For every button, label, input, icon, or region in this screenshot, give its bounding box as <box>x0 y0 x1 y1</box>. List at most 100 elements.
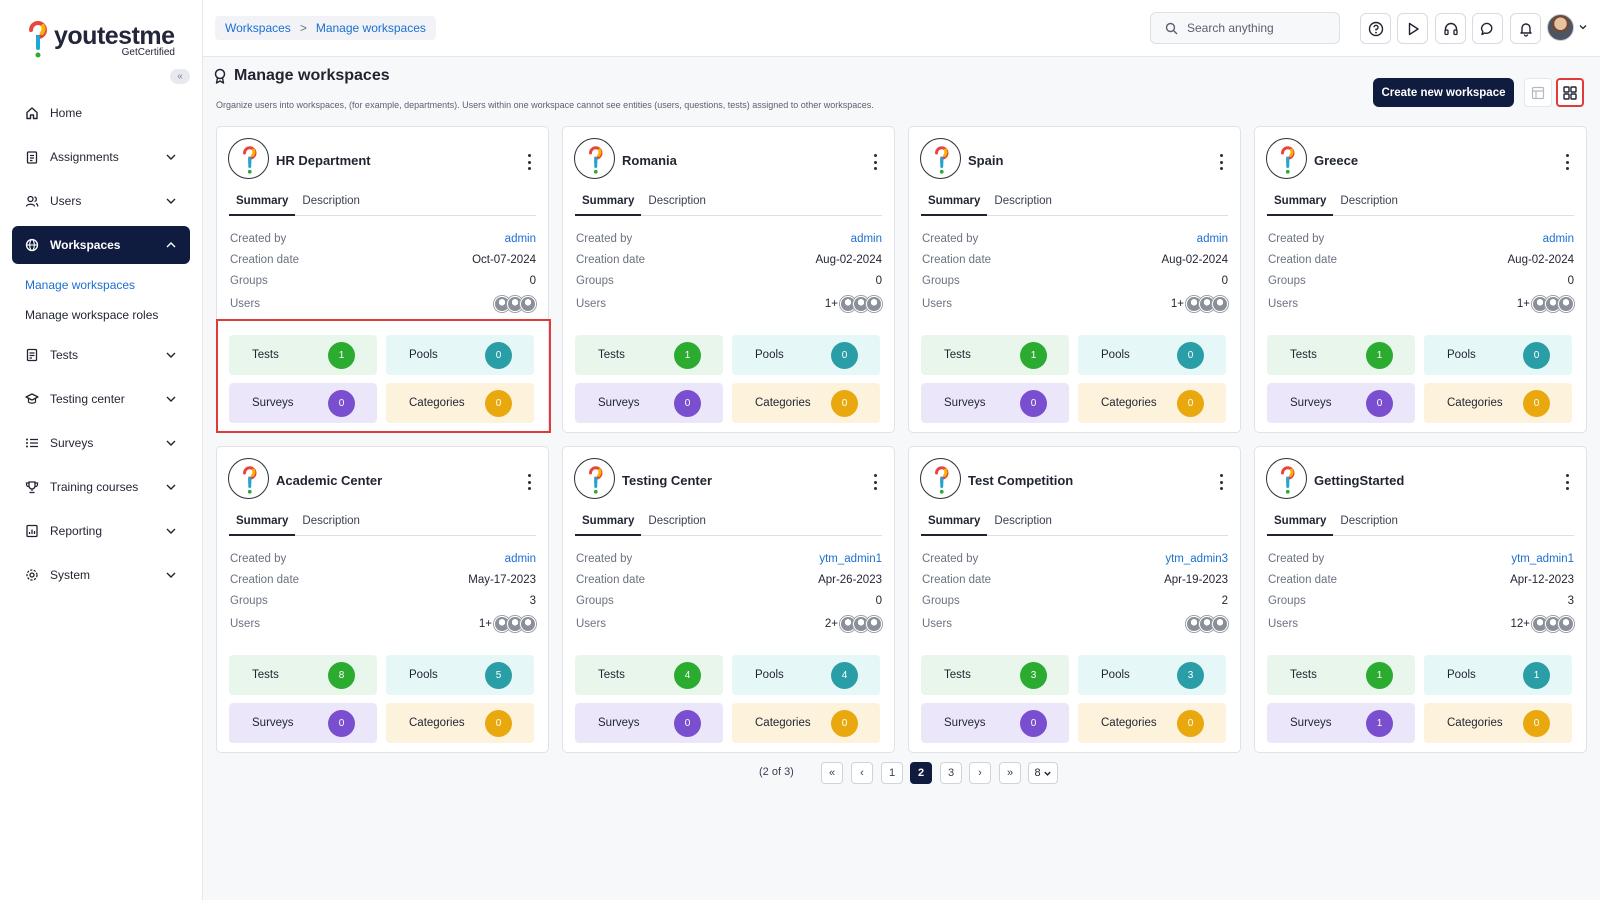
notifications-button[interactable] <box>1510 13 1541 44</box>
tab-description[interactable]: Description <box>1340 195 1398 207</box>
more-options-icon[interactable] <box>1217 474 1225 490</box>
tab-summary[interactable]: Summary <box>1267 191 1334 216</box>
surveys-stat[interactable]: Surveys 0 <box>229 703 377 743</box>
created-by-value[interactable]: admin <box>1542 233 1574 245</box>
pools-stat[interactable]: Pools 4 <box>732 655 880 695</box>
create-new-workspace-button[interactable]: Create new workspace <box>1373 78 1514 107</box>
workspace-name[interactable]: Academic Center <box>276 473 383 488</box>
more-options-icon[interactable] <box>525 154 533 170</box>
pools-stat[interactable]: Pools 0 <box>386 335 534 375</box>
users-avatars[interactable]: 1+ <box>1517 296 1574 312</box>
sidebar-item-assignments[interactable]: Assignments <box>12 138 190 176</box>
sidebar-item-reporting[interactable]: Reporting <box>12 512 190 550</box>
support-button[interactable] <box>1435 13 1466 44</box>
pagination-prev-button[interactable]: ‹ <box>851 762 873 784</box>
sidebar-item-training-courses[interactable]: Training courses <box>12 468 190 506</box>
table-view-button[interactable] <box>1524 78 1552 107</box>
categories-stat[interactable]: Categories 0 <box>1078 383 1226 423</box>
more-options-icon[interactable] <box>871 474 879 490</box>
chat-button[interactable] <box>1472 13 1503 44</box>
workspace-card[interactable]: HR Department Summary Description Created b… <box>216 126 549 433</box>
users-avatars[interactable]: 2+ <box>825 616 882 632</box>
tab-description[interactable]: Description <box>648 195 706 207</box>
created-by-value[interactable]: ytm_admin1 <box>1511 553 1574 565</box>
workspace-card[interactable]: Romania Summary Description Created by admin… <box>562 126 895 433</box>
tab-description[interactable]: Description <box>994 195 1052 207</box>
categories-stat[interactable]: Categories 0 <box>732 703 880 743</box>
workspace-name[interactable]: Test Competition <box>968 473 1074 488</box>
sidebar-item-home[interactable]: Home <box>12 94 190 132</box>
breadcrumb-workspaces[interactable]: Workspaces <box>225 21 291 35</box>
sidebar-item-surveys[interactable]: Surveys <box>12 424 190 462</box>
sidebar-item-testing-center[interactable]: Testing center <box>12 380 190 418</box>
created-by-value[interactable]: admin <box>1196 233 1228 245</box>
tests-stat[interactable]: Tests 1 <box>229 335 377 375</box>
categories-stat[interactable]: Categories 0 <box>732 383 880 423</box>
created-by-value[interactable]: admin <box>850 233 882 245</box>
tab-summary[interactable]: Summary <box>229 511 296 536</box>
tab-description[interactable]: Description <box>1340 515 1398 527</box>
more-options-icon[interactable] <box>871 154 879 170</box>
users-avatars[interactable]: 12+ <box>1510 616 1574 632</box>
workspace-name[interactable]: Testing Center <box>622 473 713 488</box>
created-by-value[interactable]: ytm_admin1 <box>819 553 882 565</box>
categories-stat[interactable]: Categories 0 <box>386 383 534 423</box>
workspace-card[interactable]: Academic Center Summary Description Created… <box>216 446 549 753</box>
tab-summary[interactable]: Summary <box>921 511 988 536</box>
users-avatars[interactable] <box>1186 616 1228 632</box>
pools-stat[interactable]: Pools 5 <box>386 655 534 695</box>
created-by-value[interactable]: admin <box>504 233 536 245</box>
categories-stat[interactable]: Categories 0 <box>386 703 534 743</box>
created-by-value[interactable]: admin <box>504 553 536 565</box>
user-avatar[interactable] <box>1547 14 1574 41</box>
workspace-card[interactable]: GettingStarted Summary Description Created … <box>1254 446 1587 753</box>
sidebar-item-workspaces[interactable]: Workspaces <box>12 226 190 264</box>
pagination-page-3[interactable]: 3 <box>940 762 962 784</box>
pools-stat[interactable]: Pools 3 <box>1078 655 1226 695</box>
surveys-stat[interactable]: Surveys 0 <box>1267 383 1415 423</box>
help-button[interactable] <box>1360 13 1391 44</box>
pagination-page-2[interactable]: 2 <box>910 762 932 784</box>
more-options-icon[interactable] <box>525 474 533 490</box>
play-button[interactable] <box>1397 13 1428 44</box>
tests-stat[interactable]: Tests 1 <box>1267 335 1415 375</box>
users-avatars[interactable]: 1+ <box>1171 296 1228 312</box>
surveys-stat[interactable]: Surveys 0 <box>921 703 1069 743</box>
search-input[interactable]: Search anything <box>1150 12 1340 44</box>
tab-description[interactable]: Description <box>648 515 706 527</box>
sidebar-item-tests[interactable]: Tests <box>12 336 190 374</box>
tab-description[interactable]: Description <box>302 195 360 207</box>
surveys-stat[interactable]: Surveys 0 <box>575 703 723 743</box>
tests-stat[interactable]: Tests 1 <box>1267 655 1415 695</box>
breadcrumb-manage-workspaces[interactable]: Manage workspaces <box>315 21 426 35</box>
workspace-name[interactable]: Greece <box>1314 153 1359 168</box>
tab-summary[interactable]: Summary <box>921 191 988 216</box>
users-avatars[interactable]: 1+ <box>479 616 536 632</box>
pools-stat[interactable]: Pools 0 <box>1424 335 1572 375</box>
pools-stat[interactable]: Pools 0 <box>1078 335 1226 375</box>
pagination-last-button[interactable]: » <box>999 762 1021 784</box>
sidebar-item-system[interactable]: System <box>12 556 190 594</box>
pagination-first-button[interactable]: « <box>821 762 843 784</box>
chevron-down-icon[interactable] <box>1578 22 1588 32</box>
workspace-name[interactable]: Spain <box>968 153 1004 168</box>
categories-stat[interactable]: Categories 0 <box>1424 383 1572 423</box>
pools-stat[interactable]: Pools 1 <box>1424 655 1572 695</box>
workspace-card[interactable]: Testing Center Summary Description Created … <box>562 446 895 753</box>
collapse-sidebar-button[interactable]: « <box>170 69 190 84</box>
categories-stat[interactable]: Categories 0 <box>1078 703 1226 743</box>
grid-view-button[interactable] <box>1556 78 1584 107</box>
surveys-stat[interactable]: Surveys 1 <box>1267 703 1415 743</box>
users-avatars[interactable] <box>494 296 536 312</box>
sidebar-subitem-manage-workspaces[interactable]: Manage workspaces <box>25 278 136 292</box>
tests-stat[interactable]: Tests 1 <box>575 335 723 375</box>
sidebar-subitem-manage-workspace-roles[interactable]: Manage workspace roles <box>25 308 159 322</box>
surveys-stat[interactable]: Surveys 0 <box>921 383 1069 423</box>
page-size-select[interactable]: 8 <box>1028 762 1058 784</box>
pagination-page-1[interactable]: 1 <box>881 762 903 784</box>
created-by-value[interactable]: ytm_admin3 <box>1165 553 1228 565</box>
workspace-card[interactable]: Greece Summary Description Created by admin C… <box>1254 126 1587 433</box>
sidebar-item-users[interactable]: Users <box>12 182 190 220</box>
tests-stat[interactable]: Tests 4 <box>575 655 723 695</box>
more-options-icon[interactable] <box>1563 474 1571 490</box>
